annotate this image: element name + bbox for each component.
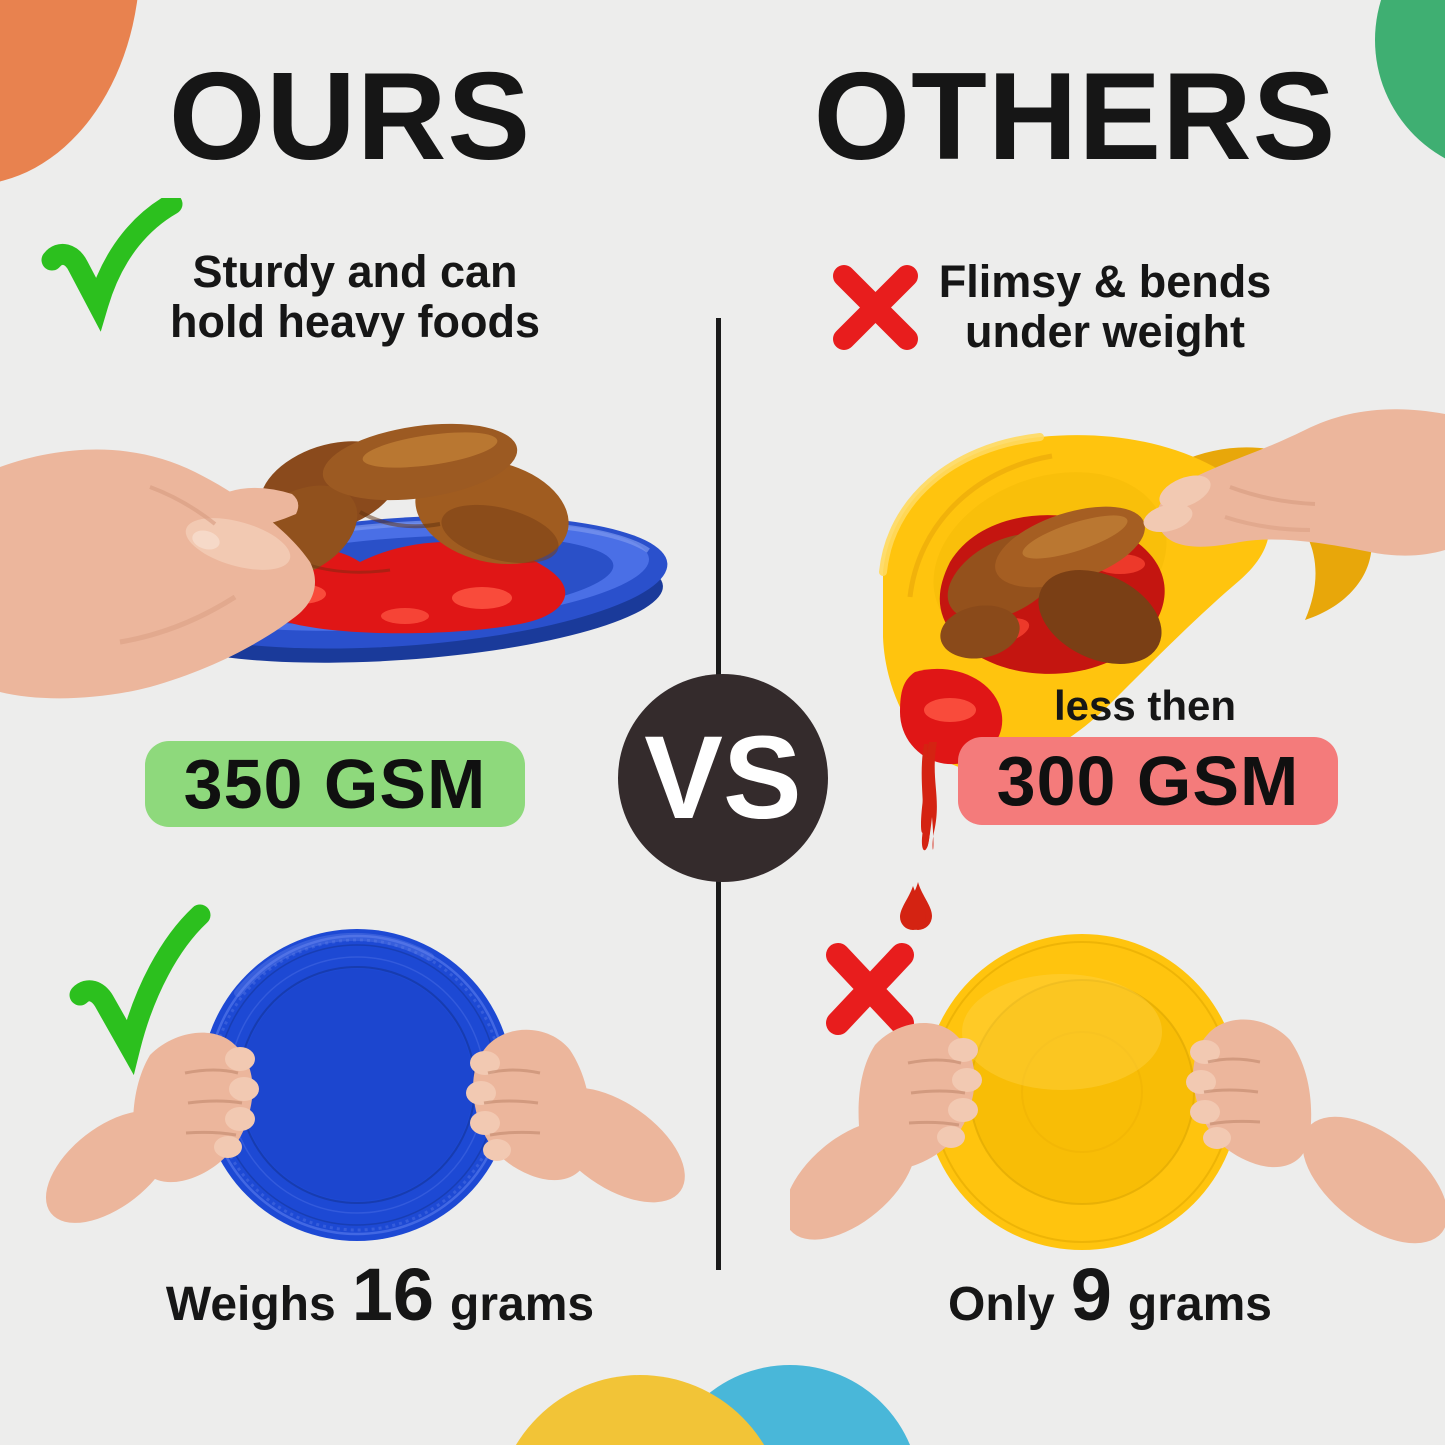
right-hand [466,1029,685,1203]
ours-weight-suffix: grams [450,1278,595,1331]
cross-icon [826,943,914,1035]
ours-gsm-badge: 350 GSM [145,741,525,827]
others-weight-suffix: grams [1127,1278,1272,1331]
sliding-food [900,506,1165,765]
ours-weight-label: Weighs 16 grams [60,1252,700,1337]
vs-label: VS [644,712,802,844]
ours-weight-value: 16 [351,1253,435,1336]
vs-badge: VS [618,674,828,882]
cross-icon [833,265,918,350]
left-hand [45,1032,259,1223]
ours-weight-prefix: Weighs [165,1278,336,1331]
others-feature-line2: under weight [965,306,1245,357]
others-weight-value: 9 [1070,1253,1112,1336]
ours-title: OURS [168,48,532,186]
others-empty-plate-photo [790,886,1445,1250]
blue-plate-front [201,929,513,1241]
ours-feature-text: Sturdy and can hold heavy foods [150,247,560,347]
gripping-hand [1143,409,1445,556]
others-title: OTHERS [813,48,1337,186]
others-feature-line1: Flimsy & bends [938,256,1272,307]
check-icon [69,904,211,1076]
others-feature-text: Flimsy & bends under weight [930,257,1280,357]
ours-plate-with-food-photo [0,423,668,699]
check-icon [41,198,183,332]
others-weight-label: Only 9 grams [790,1252,1430,1337]
ours-gsm-value: 350 GSM [183,745,487,823]
ours-empty-plate-photo [45,904,685,1241]
left-hand [790,1023,982,1240]
others-gsm-badge: 300 GSM [958,737,1338,825]
ours-feature-line2: hold heavy foods [169,296,541,347]
serving-hand [0,449,315,699]
others-bending-plate-photo [879,409,1445,930]
ketchup-drop [900,886,926,930]
others-weight-prefix: Only [948,1278,1055,1331]
ours-feature-line1: Sturdy and can [192,246,518,297]
others-gsm-value: 300 GSM [996,742,1300,820]
yellow-plate-front [924,934,1240,1250]
right-hand [1186,1019,1445,1244]
others-badge-lead: less then [1053,682,1237,729]
